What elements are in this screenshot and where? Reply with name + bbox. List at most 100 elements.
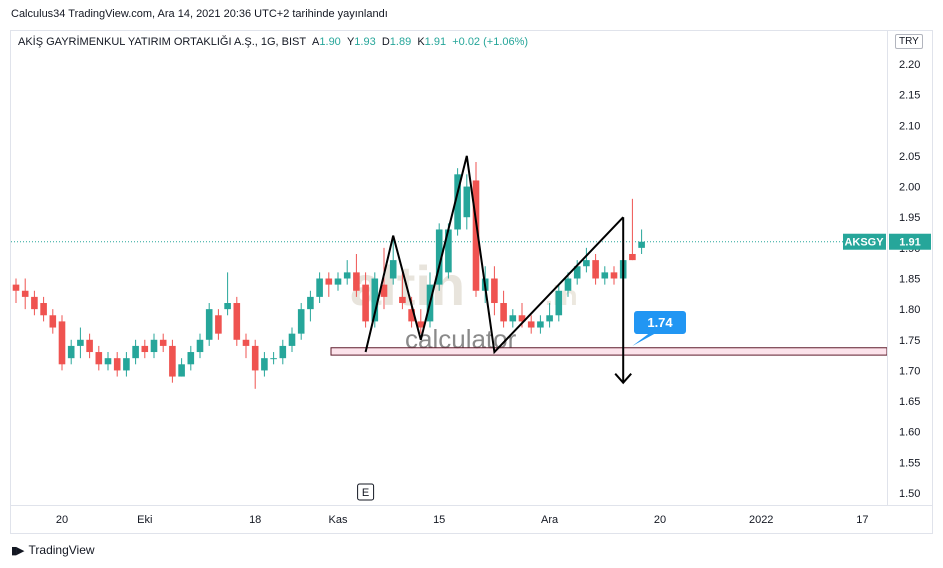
candle-body (435, 229, 443, 285)
x-tick-label: 18 (249, 514, 261, 526)
candle-body (408, 309, 415, 322)
candle-body (40, 303, 47, 316)
candle-body (445, 229, 452, 273)
candle-body (95, 352, 103, 365)
candle-body (58, 321, 66, 365)
support-zone (330, 347, 887, 356)
pattern-line (364, 155, 624, 355)
symbol-tag: AKSGY (844, 237, 884, 249)
candle-body (49, 315, 57, 328)
candle-body (316, 278, 323, 297)
candle-body (279, 345, 287, 359)
candle-body (104, 358, 112, 365)
candle-body (638, 241, 645, 248)
y-tick-label: 1.60 (899, 427, 920, 439)
open-value: 1.90 (319, 36, 341, 48)
candle-body (583, 260, 590, 267)
candle-body (31, 296, 38, 310)
target-callout-pointer (632, 333, 655, 346)
candle-body (196, 339, 204, 353)
candle-body (334, 278, 342, 285)
candle-body (573, 266, 581, 279)
candle-body (491, 278, 498, 304)
price-axis[interactable] (888, 30, 933, 506)
high-label: Y (346, 36, 355, 48)
x-tick-label: Eki (137, 514, 152, 526)
candle-body (86, 339, 93, 353)
high-value: 1.93 (354, 36, 376, 48)
x-tick-label: 17 (856, 514, 868, 526)
candle-body (629, 253, 636, 261)
candle-body (592, 260, 599, 279)
candle-body (12, 284, 20, 291)
x-tick-label: 2022 (749, 514, 773, 526)
candle-body (205, 309, 213, 340)
candle-body (371, 278, 379, 322)
candle-body (141, 345, 149, 353)
earnings-marker: E (362, 487, 369, 499)
candle-body (21, 290, 29, 297)
candle-body (261, 358, 268, 371)
x-tick-label: Ara (541, 514, 559, 526)
candle-body (77, 339, 84, 346)
candle-body (325, 278, 333, 285)
candle-body (178, 364, 185, 377)
y-tick-label: 1.50 (899, 488, 920, 500)
target-callout-label: 1.74 (647, 315, 673, 330)
y-tick-label: 1.80 (899, 304, 920, 316)
candle-body (132, 345, 139, 359)
candle-body (546, 315, 553, 322)
close-value: 1.91 (424, 36, 447, 48)
y-tick-label: 2.15 (899, 90, 920, 102)
y-tick-label: 2.00 (899, 182, 920, 194)
candle-body (610, 272, 618, 279)
target-arrow-head (614, 373, 632, 385)
candle-body (297, 309, 305, 334)
candle-body (150, 339, 158, 353)
target-callout-box (634, 311, 686, 334)
candle-body (307, 296, 314, 310)
candle-body (454, 174, 461, 230)
candle-body (463, 186, 471, 218)
candle-body (233, 303, 241, 340)
x-tick-label: 20 (654, 514, 666, 526)
x-tick-label: 15 (433, 514, 445, 526)
tradingview-branding[interactable]: ▮▶ TradingView (11, 543, 95, 557)
price-tag-box (889, 233, 931, 250)
candle-body (123, 358, 130, 371)
chart-pane[interactable] (10, 30, 888, 506)
y-tick-label: 1.85 (899, 274, 920, 286)
candle-body (389, 260, 397, 279)
candle-body (472, 180, 480, 291)
candle-body (187, 352, 195, 365)
time-axis[interactable] (10, 506, 933, 534)
tradingview-label: TradingView (28, 543, 95, 557)
symbol-legend: AKİŞ GAYRİMENKUL YATIRIM ORTAKLIĞI A.Ş.,… (18, 36, 528, 48)
candle-body (169, 345, 176, 377)
currency-badge[interactable]: TRY (895, 34, 923, 49)
low-label: D (381, 36, 390, 48)
y-tick-label: 1.95 (899, 212, 920, 224)
symbol-tag-box (843, 233, 886, 250)
candle-body (362, 284, 369, 322)
y-tick-label: 2.10 (899, 120, 920, 132)
candle-body (251, 345, 259, 371)
candle-body (417, 321, 425, 328)
candle-body (380, 284, 388, 297)
candle-body (343, 272, 351, 279)
candle-body (399, 296, 406, 304)
change-value: +0.02 (+1.06%) (452, 36, 529, 48)
y-tick-label: 1.70 (899, 365, 920, 377)
candle-body (242, 339, 250, 346)
y-tick-label: 2.20 (899, 59, 920, 71)
candle-body (215, 315, 222, 334)
candle-body (564, 278, 572, 291)
open-label: A (312, 36, 320, 48)
candle-body (500, 303, 507, 322)
x-tick-label: Kas (329, 514, 348, 526)
earnings-marker-box (357, 483, 375, 501)
candle-body (159, 339, 167, 346)
tradingview-logo-icon: ▮▶ (11, 544, 24, 557)
candle-body (509, 315, 517, 322)
